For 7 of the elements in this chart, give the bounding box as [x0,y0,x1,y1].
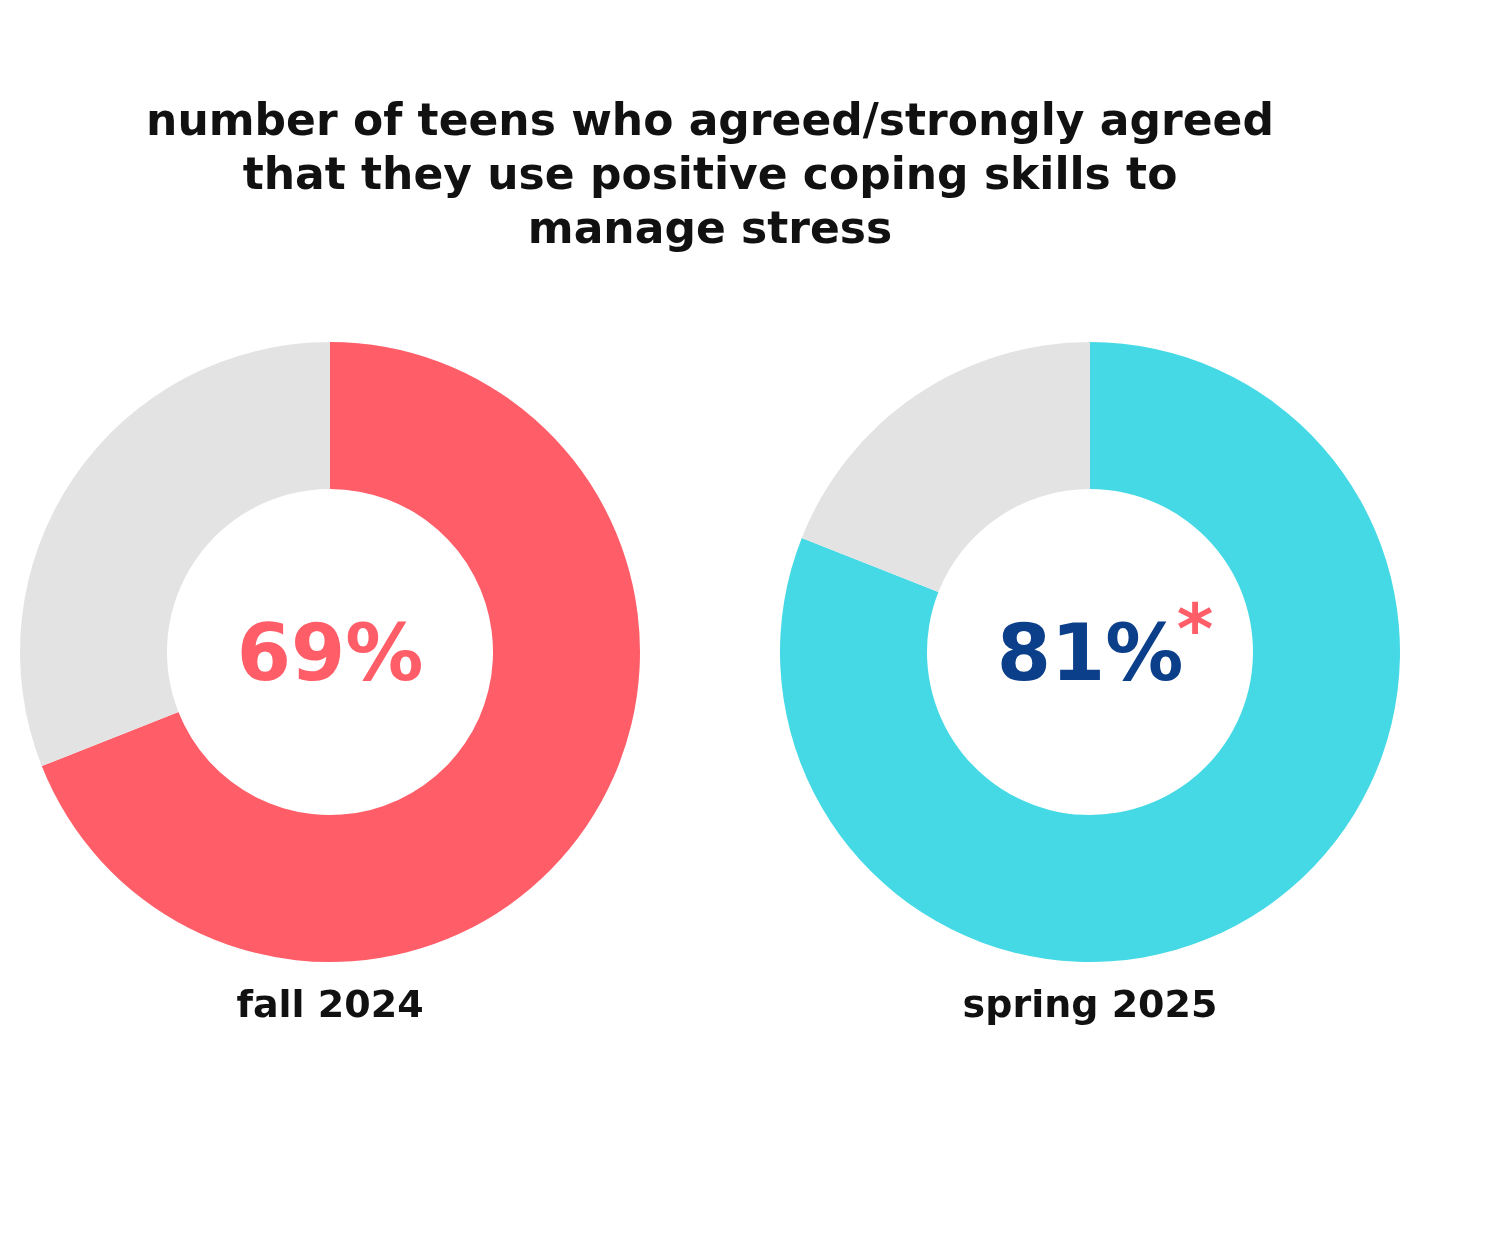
text: spring 2025 [962,982,1218,1026]
text: fall 2024 [236,982,424,1026]
donut-slice [801,342,1090,592]
chart-title: number of teens who agreed/strongly agreed that they use positive coping skills to manage stress [146,94,1274,253]
data-label: 69% [236,608,424,698]
donut-slice [41,342,640,962]
donut-slice [780,342,1400,962]
